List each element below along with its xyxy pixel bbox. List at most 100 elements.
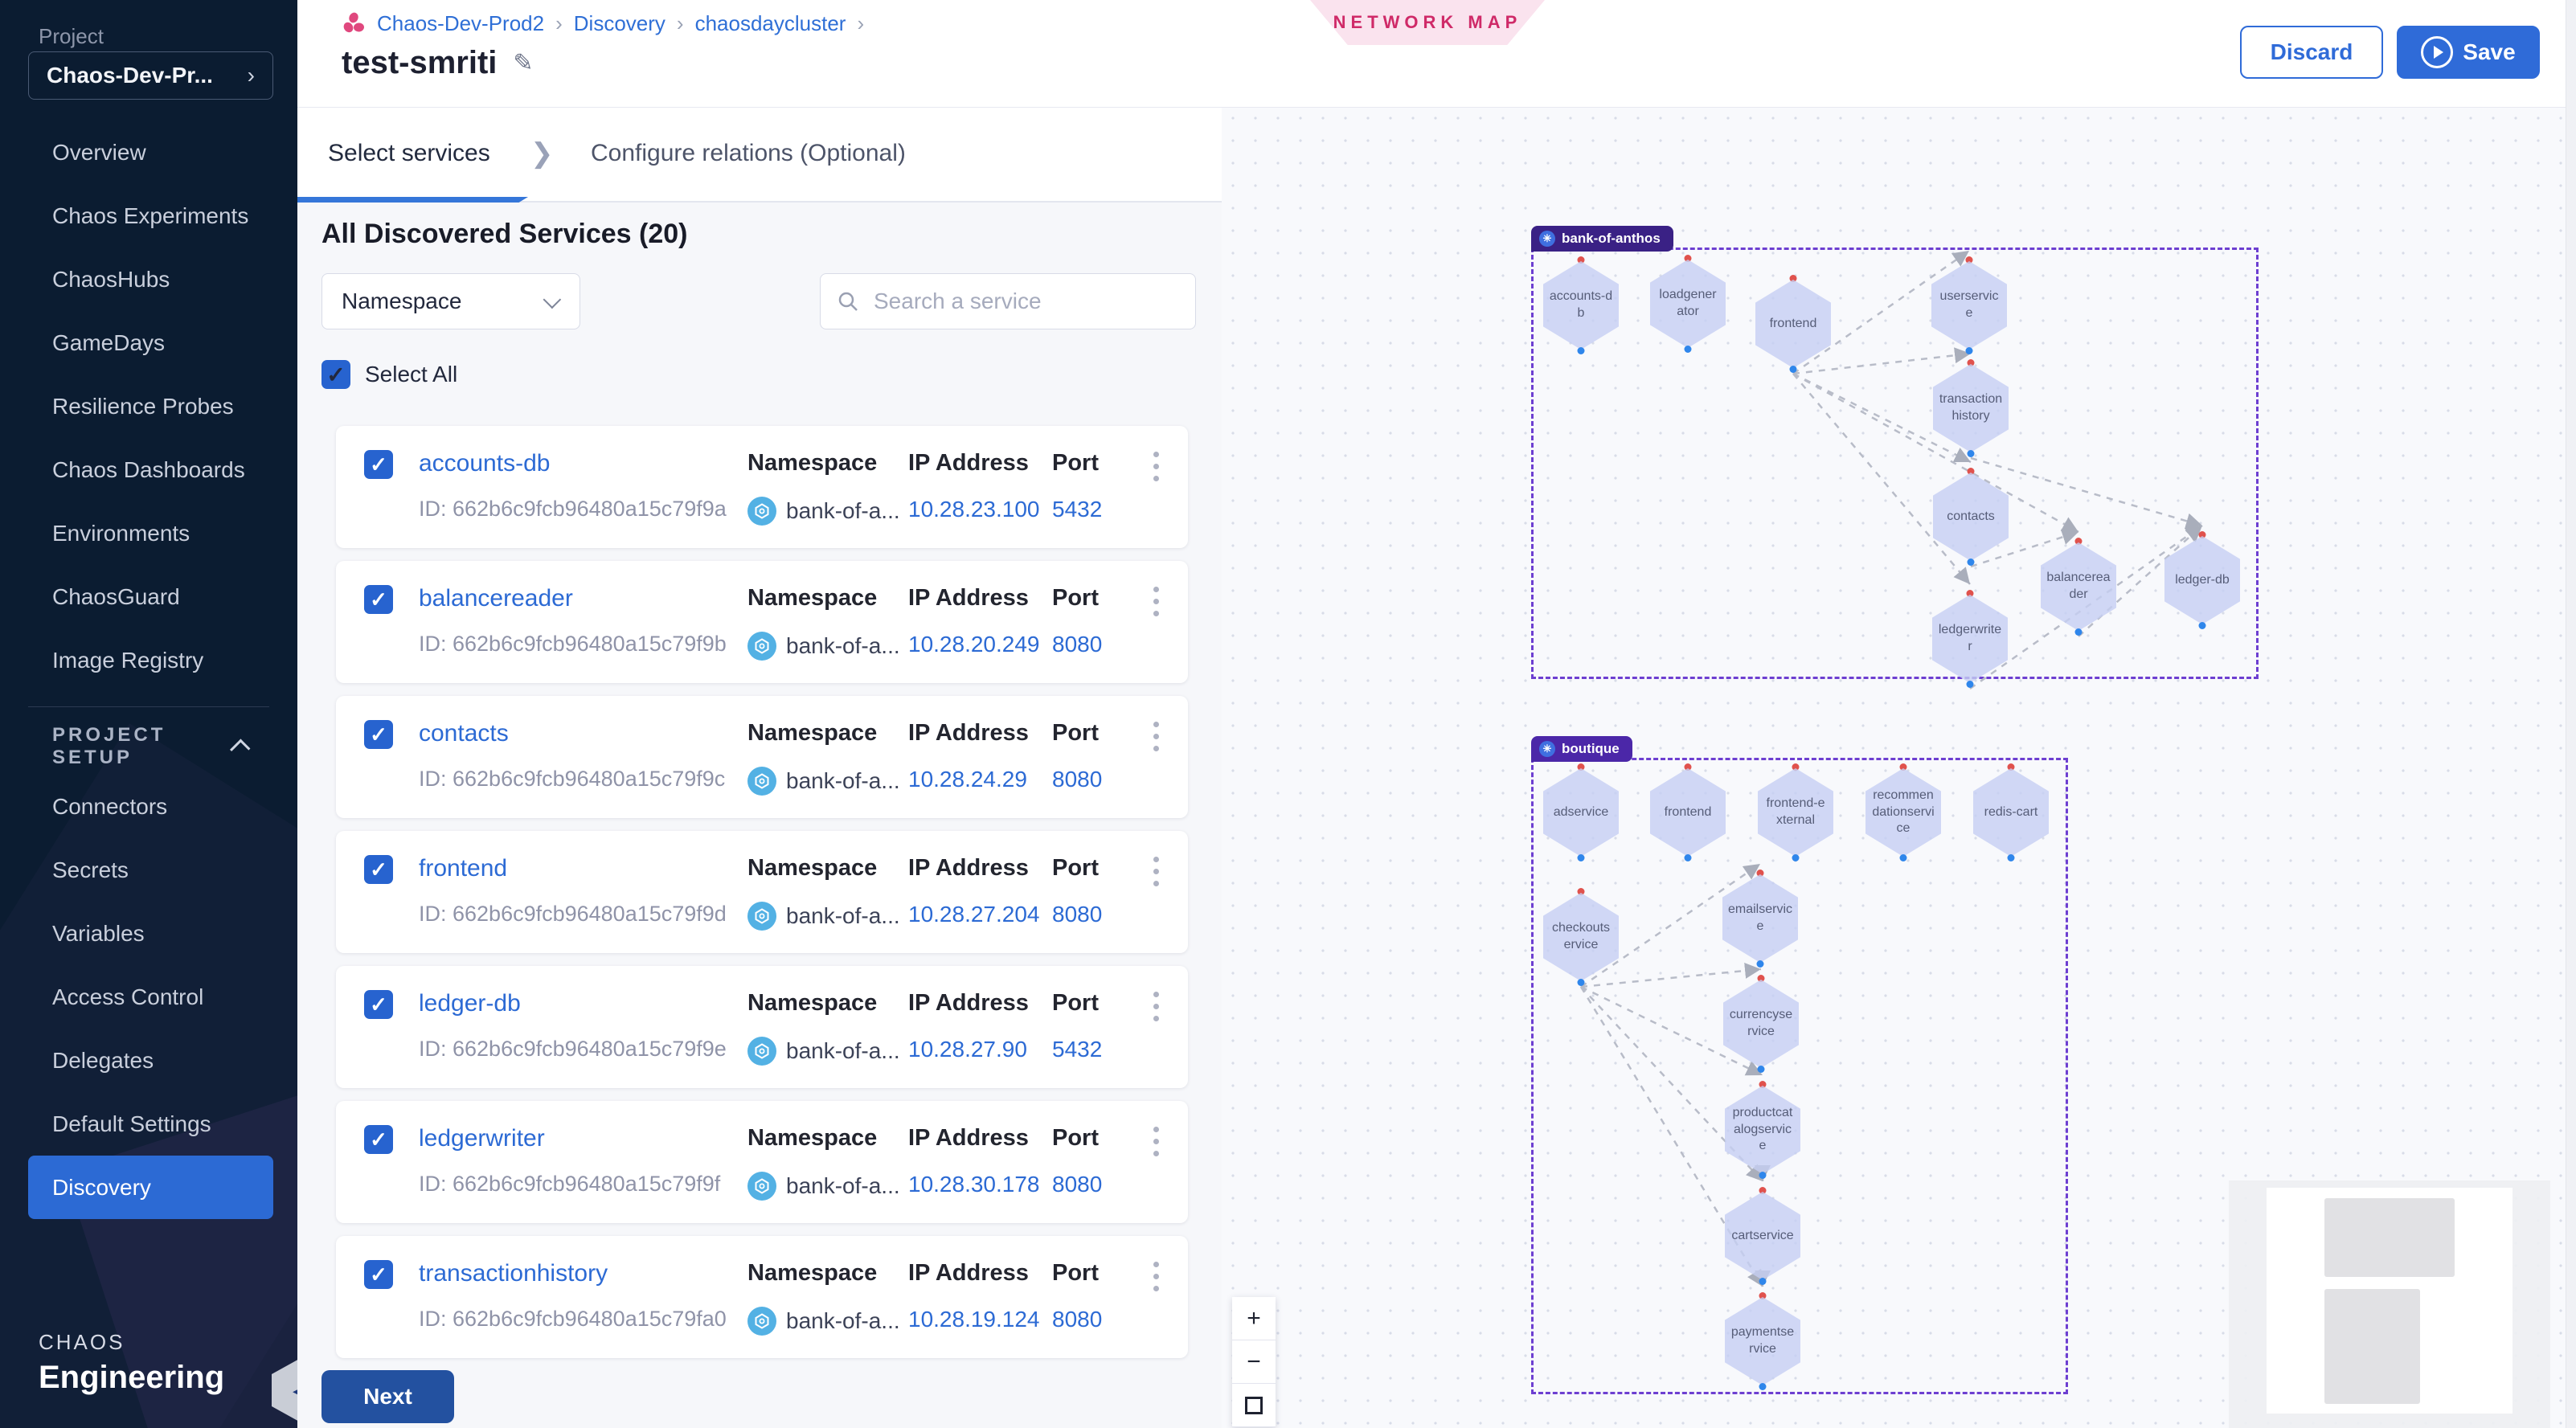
discard-button[interactable]: Discard — [2240, 26, 2383, 79]
sidebar-item-variables[interactable]: Variables — [52, 921, 145, 946]
breadcrumb-project[interactable]: Chaos-Dev-Prod2 — [377, 11, 545, 35]
service-name-link[interactable]: contacts — [419, 720, 509, 747]
service-node-frontend-external[interactable]: frontend-external — [1758, 763, 1833, 861]
more-options-icon[interactable] — [1140, 587, 1172, 643]
service-name-link[interactable]: balancereader — [419, 585, 573, 612]
sidebar-item-overview[interactable]: Overview — [52, 140, 146, 165]
service-node-checkoutservice[interactable]: checkoutservice — [1543, 888, 1619, 986]
service-port[interactable]: 8080 — [1052, 1172, 1103, 1197]
service-checkbox[interactable]: ✓ — [364, 1125, 393, 1154]
sidebar-item-default-settings[interactable]: Default Settings — [52, 1111, 211, 1136]
breadcrumb-separator: › — [676, 11, 684, 35]
more-options-icon[interactable] — [1140, 857, 1172, 913]
tab-select-services[interactable]: Select services — [328, 139, 490, 166]
service-node-accounts-db[interactable]: accounts-db — [1543, 256, 1619, 354]
service-checkbox[interactable]: ✓ — [364, 855, 393, 884]
service-name-link[interactable]: accounts-db — [419, 450, 551, 477]
tab-configure-relations[interactable]: Configure relations (Optional) — [591, 139, 906, 166]
namespace-filter-dropdown[interactable]: Namespace — [321, 273, 580, 329]
sidebar-item-access-control[interactable]: Access Control — [52, 984, 204, 1009]
zoom-out-button[interactable]: − — [1232, 1340, 1276, 1384]
service-node-transactionhistory[interactable]: transactionhistory — [1933, 359, 2009, 457]
service-name-link[interactable]: ledgerwriter — [419, 1125, 545, 1152]
service-checkbox[interactable]: ✓ — [364, 720, 393, 749]
service-node-cartservice[interactable]: cartservice — [1725, 1187, 1800, 1285]
minimap-cluster-2 — [2324, 1289, 2420, 1404]
service-ip[interactable]: 10.28.20.249 — [908, 632, 1040, 657]
sidebar-item-delegates[interactable]: Delegates — [52, 1048, 154, 1073]
more-options-icon[interactable] — [1140, 1127, 1172, 1183]
more-options-icon[interactable] — [1140, 722, 1172, 778]
service-node-paymentservice[interactable]: paymentservice — [1725, 1292, 1800, 1390]
sidebar-item-chaosguard[interactable]: ChaosGuard — [52, 584, 180, 609]
service-node-recommendationservice[interactable]: recommendationservice — [1865, 763, 1941, 861]
service-node-contacts[interactable]: contacts — [1933, 468, 2009, 566]
service-ip[interactable]: 10.28.27.204 — [908, 902, 1040, 927]
page-scrollbar[interactable] — [2566, 0, 2576, 1428]
service-ip[interactable]: 10.28.24.29 — [908, 767, 1027, 792]
project-setup-toggle[interactable]: PROJECT SETUP — [0, 718, 297, 775]
cluster-boutique[interactable]: ✳ boutique adservice frontend frontend-exter… — [1531, 736, 2068, 1394]
service-namespace: bank-of-a... — [747, 497, 900, 526]
service-node-frontend[interactable]: frontend — [1755, 275, 1831, 373]
sidebar-item-secrets[interactable]: Secrets — [52, 857, 129, 882]
breadcrumb-cluster[interactable]: chaosdaycluster — [694, 11, 846, 35]
sidebar-item-connectors[interactable]: Connectors — [52, 794, 168, 819]
select-all-checkbox[interactable]: ✓ — [321, 360, 350, 389]
service-node-adservice[interactable]: adservice — [1543, 763, 1619, 861]
service-node-productcatalogservice[interactable]: productcatalogservice — [1725, 1081, 1800, 1179]
zoom-in-button[interactable]: + — [1232, 1297, 1276, 1340]
search-input[interactable] — [872, 288, 1179, 315]
service-node-loadgenerator[interactable]: loadgenerator — [1650, 255, 1726, 353]
next-button[interactable]: Next — [321, 1370, 454, 1423]
node-hexagon: transactionhistory — [1933, 364, 2009, 452]
service-name-link[interactable]: ledger-db — [419, 990, 521, 1017]
project-selector[interactable]: Chaos-Dev-Pr... › — [28, 51, 273, 100]
service-port[interactable]: 8080 — [1052, 767, 1103, 792]
sidebar-item-image-registry[interactable]: Image Registry — [52, 648, 204, 673]
service-ip[interactable]: 10.28.30.178 — [908, 1172, 1040, 1197]
edit-title-icon[interactable]: ✎ — [513, 50, 534, 76]
service-checkbox[interactable]: ✓ — [364, 585, 393, 614]
sidebar-item-environments[interactable]: Environments — [52, 521, 190, 546]
service-node-userservice[interactable]: userservice — [1931, 256, 2007, 354]
sidebar-item-resilience-probes[interactable]: Resilience Probes — [52, 394, 234, 419]
select-all[interactable]: ✓ Select All — [321, 360, 457, 389]
map-minimap[interactable] — [2229, 1180, 2550, 1428]
service-ip[interactable]: 10.28.27.90 — [908, 1037, 1027, 1062]
service-port[interactable]: 8080 — [1052, 632, 1103, 657]
service-name-link[interactable]: transactionhistory — [419, 1260, 608, 1287]
fullscreen-button[interactable] — [1232, 1384, 1276, 1427]
service-name-link[interactable]: frontend — [419, 855, 508, 882]
service-port[interactable]: 8080 — [1052, 1307, 1103, 1332]
service-node-ledger-db[interactable]: ledger-db — [2164, 531, 2240, 629]
sidebar-item-chaos-dashboards[interactable]: Chaos Dashboards — [52, 457, 245, 482]
cluster-bank-of-anthos[interactable]: ✳ bank-of-anthos accounts-db loadgenerator f… — [1531, 226, 2259, 690]
service-port[interactable]: 8080 — [1052, 902, 1103, 927]
service-ip[interactable]: 10.28.23.100 — [908, 497, 1040, 522]
ingress-dot — [1966, 590, 1974, 597]
service-port[interactable]: 5432 — [1052, 1037, 1103, 1062]
save-button[interactable]: Save — [2397, 26, 2540, 79]
sidebar-item-gamedays[interactable]: GameDays — [52, 330, 166, 355]
service-node-redis-cart[interactable]: redis-cart — [1973, 763, 2049, 861]
service-node-frontend[interactable]: frontend — [1650, 763, 1726, 861]
service-checkbox[interactable]: ✓ — [364, 450, 393, 479]
service-ip[interactable]: 10.28.19.124 — [908, 1307, 1040, 1332]
service-checkbox[interactable]: ✓ — [364, 1260, 393, 1289]
sidebar-item-chaoshubs[interactable]: ChaosHubs — [52, 267, 170, 292]
more-options-icon[interactable] — [1140, 452, 1172, 508]
sidebar-item-discovery[interactable]: Discovery — [28, 1156, 273, 1219]
service-node-ledgerwriter[interactable]: ledgerwriter — [1932, 590, 2008, 688]
service-node-currencyservice[interactable]: currencyservice — [1723, 975, 1799, 1073]
breadcrumb-discovery[interactable]: Discovery — [573, 11, 666, 35]
service-checkbox[interactable]: ✓ — [364, 990, 393, 1019]
service-node-balancereader[interactable]: balancereader — [2041, 538, 2116, 636]
more-options-icon[interactable] — [1140, 992, 1172, 1048]
project-label: Project — [39, 24, 104, 48]
service-port[interactable]: 5432 — [1052, 497, 1103, 522]
service-node-emailservice[interactable]: emailservice — [1722, 869, 1798, 968]
namespace-text: bank-of-a... — [786, 1173, 900, 1198]
more-options-icon[interactable] — [1140, 1262, 1172, 1318]
sidebar-item-chaos-experiments[interactable]: Chaos Experiments — [52, 203, 249, 228]
